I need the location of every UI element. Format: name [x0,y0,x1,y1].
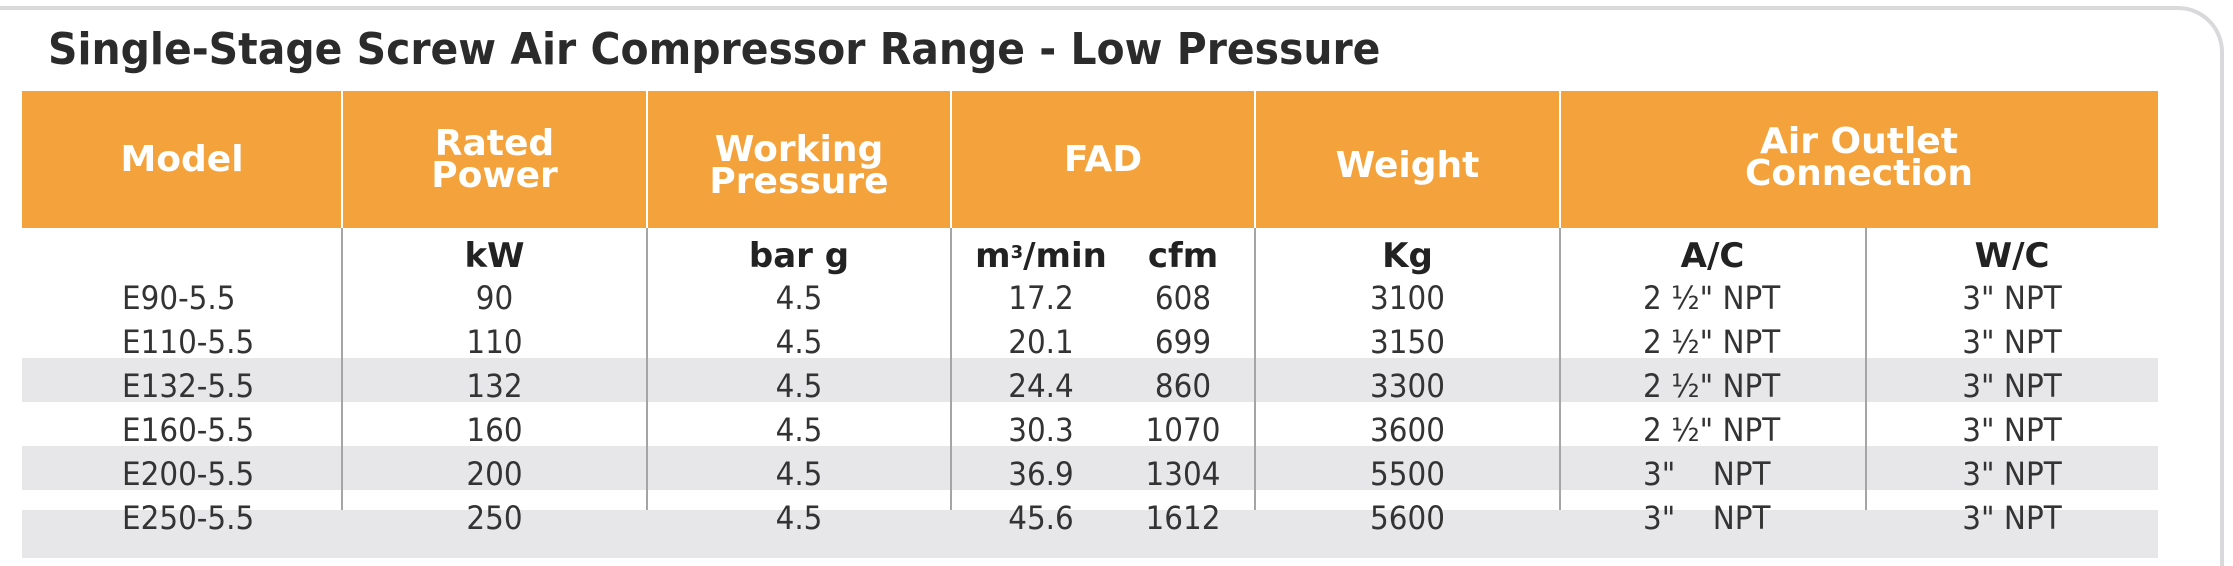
ac-connection-cell: 2 ½" NPT [1643,323,1781,361]
header-weight: Weight [1335,144,1480,186]
header-working-pressure: Working Pressure [709,128,889,202]
ac-connection-cell: 3" NPT [1643,499,1771,537]
header-bottom-line [22,228,2158,230]
wc-connection-cell: 3" NPT [1962,411,2062,449]
power-cell: 132 [466,367,523,405]
table-row [22,358,2158,402]
table-row [22,510,2158,558]
pressure-cell: 4.5 [775,455,823,493]
fad-cfm-cell: 1304 [1145,455,1221,493]
ac-connection-cell: 2 ½" NPT [1643,411,1781,449]
weight-cell: 3600 [1370,411,1445,449]
model-cell: E110-5.5 [122,323,255,361]
unit-bar: bar g [748,236,850,276]
column-divider [646,228,648,536]
fad-m3-cell: 30.3 [1008,411,1074,449]
header-divider [1559,91,1561,228]
weight-cell: 3300 [1370,367,1445,405]
fad-cfm-cell: 1070 [1145,411,1221,449]
model-cell: E132-5.5 [122,367,255,405]
fad-cfm-cell: 699 [1154,323,1212,361]
model-cell: E250-5.5 [122,499,255,537]
header-air-outlet: Air Outlet Connection [1744,120,1974,194]
unit-wc: W/C [1974,236,2050,276]
header-divider [950,91,952,228]
unit-ac: A/C [1680,236,1745,276]
model-cell: E200-5.5 [122,455,255,493]
table-header [22,91,2158,228]
weight-cell: 3150 [1370,323,1445,361]
column-divider [1559,228,1561,536]
table-row [22,446,2158,490]
wc-connection-cell: 3" NPT [1962,279,2062,317]
pressure-cell: 4.5 [775,279,823,317]
unit-kw: kW [464,236,525,276]
model-cell: E90-5.5 [122,279,236,317]
power-cell: 90 [475,279,514,317]
fad-m3-cell: 36.9 [1008,455,1074,493]
fad-m3-cell: 17.2 [1008,279,1074,317]
column-divider [1254,228,1256,536]
pressure-cell: 4.5 [775,411,823,449]
weight-cell: 5500 [1370,455,1445,493]
unit-kg: Kg [1382,236,1433,276]
fad-m3-cell: 24.4 [1008,367,1074,405]
power-cell: 200 [466,455,523,493]
model-cell: E160-5.5 [122,411,255,449]
ac-connection-cell: 2 ½" NPT [1643,367,1781,405]
fad-m3-cell: 45.6 [1008,499,1074,537]
power-cell: 110 [466,323,523,361]
wc-connection-cell: 3" NPT [1962,367,2062,405]
fad-m3-cell: 20.1 [1008,323,1074,361]
column-divider [1865,228,1867,536]
power-cell: 160 [466,411,523,449]
ac-connection-cell: 2 ½" NPT [1643,279,1781,317]
wc-connection-cell: 3" NPT [1962,323,2062,361]
pressure-cell: 4.5 [775,323,823,361]
power-cell: 250 [466,499,523,537]
header-divider [341,91,343,228]
card-frame [0,6,2224,566]
ac-connection-cell: 3" NPT [1643,455,1771,493]
wc-connection-cell: 3" NPT [1962,499,2062,537]
wc-connection-cell: 3" NPT [1962,455,2062,493]
header-model: Model [120,138,244,180]
unit-cfm: cfm [1147,236,1219,276]
header-divider [1254,91,1256,228]
fad-cfm-cell: 1612 [1145,499,1221,537]
column-divider [950,228,952,536]
unit-m3-min: m 3/min [975,236,1107,276]
fad-cfm-cell: 608 [1154,279,1212,317]
fad-cfm-cell: 860 [1154,367,1212,405]
header-fad: FAD [1063,138,1143,180]
pressure-cell: 4.5 [775,499,823,537]
header-rated-power: Rated Power [431,122,558,196]
header-divider [646,91,648,228]
weight-cell: 5600 [1370,499,1445,537]
weight-cell: 3100 [1370,279,1445,317]
column-divider [341,228,343,536]
pressure-cell: 4.5 [775,367,823,405]
page-title: Single-Stage Screw Air Compressor Range … [48,24,1381,75]
